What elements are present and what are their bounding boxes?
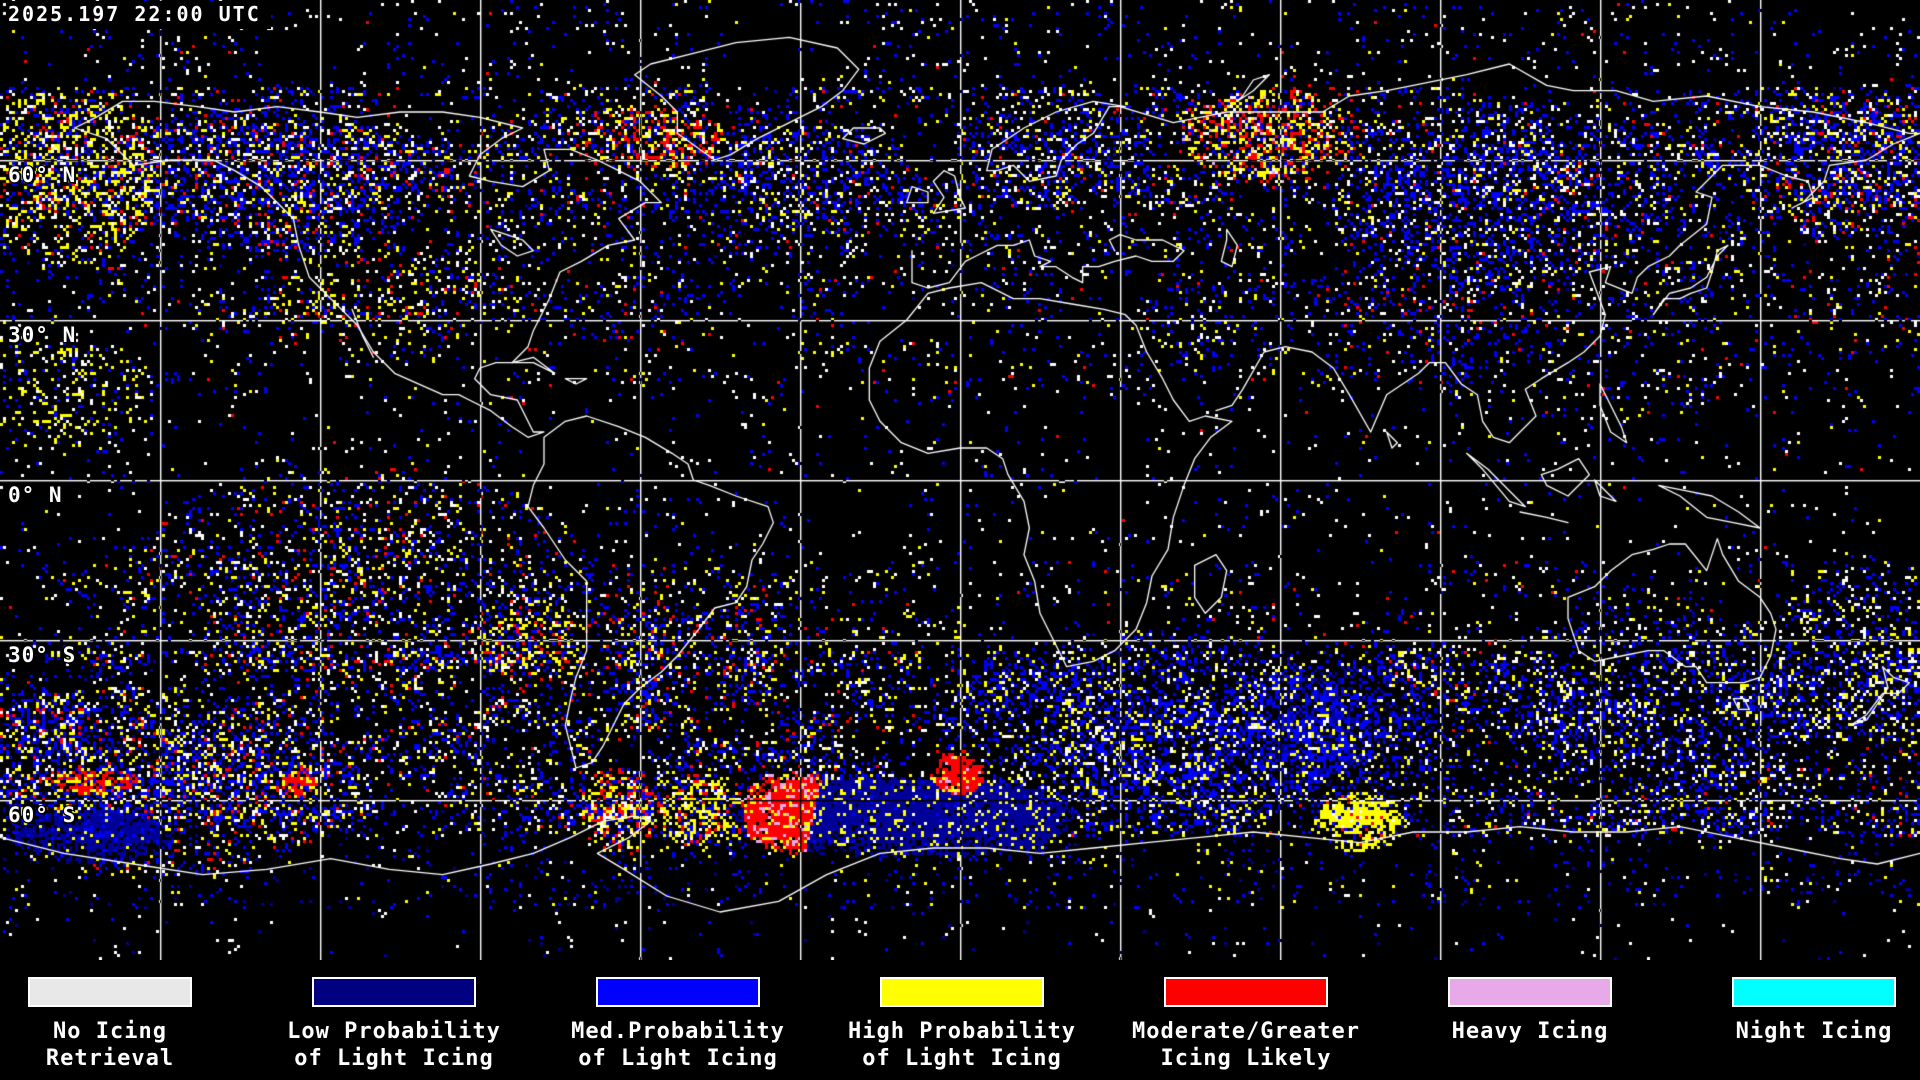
legend-swatch: [1164, 977, 1328, 1007]
legend-swatch: [1732, 977, 1896, 1007]
legend-swatch: [880, 977, 1044, 1007]
legend-label: Moderate/Greater Icing Likely: [1132, 1019, 1360, 1071]
timestamp: 2025.197 22:00 UTC: [6, 1, 271, 29]
lat-label: 60° N: [8, 163, 77, 187]
legend-label: Low Probability of Light Icing: [287, 1019, 501, 1071]
lat-label: 60° S: [8, 803, 77, 827]
lat-label: 30° N: [8, 323, 77, 347]
lat-label: 30° S: [8, 643, 77, 667]
legend-swatch: [1448, 977, 1612, 1007]
legend-label: Med.Probability of Light Icing: [571, 1019, 785, 1071]
legend-label: Heavy Icing: [1451, 1019, 1609, 1044]
legend: No Icing Retrieval Low Probability of Light…: [0, 960, 1920, 1080]
legend-swatch: [312, 977, 476, 1007]
map-canvas: [0, 0, 1920, 960]
lat-label: 0° N: [8, 483, 63, 507]
legend-label: Night Icing: [1735, 1019, 1893, 1044]
legend-label: No Icing Retrieval: [45, 1019, 175, 1071]
world-map: 2025.197 22:00 UTC 60° N 30° N 0° N 30° S 60…: [0, 0, 1920, 960]
legend-swatch: [28, 977, 192, 1007]
legend-swatch: [596, 977, 760, 1007]
legend-label: High Probability of Light Icing: [848, 1019, 1076, 1071]
